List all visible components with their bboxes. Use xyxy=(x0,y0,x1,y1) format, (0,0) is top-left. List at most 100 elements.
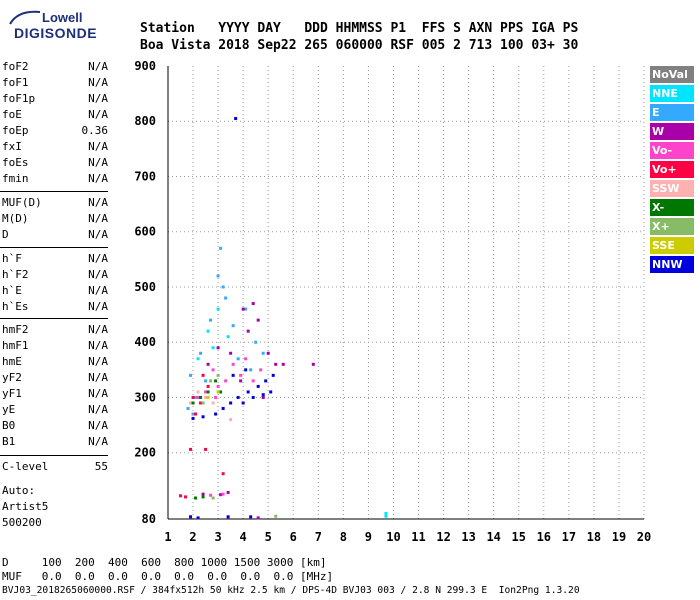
param-row-hmf1: hmF1 N/A xyxy=(2,339,108,353)
data-point-w xyxy=(261,395,265,399)
data-point-vo xyxy=(204,390,208,394)
data-point-w xyxy=(216,346,220,350)
x-tick-label: 19 xyxy=(612,530,626,544)
legend-item-x: X+ xyxy=(650,218,694,235)
data-point-x xyxy=(219,390,223,394)
data-point-w xyxy=(256,318,260,322)
data-point-w xyxy=(241,307,245,311)
data-point-w xyxy=(274,362,278,366)
data-point-nnw xyxy=(189,515,193,519)
param-value: N/A xyxy=(88,300,108,313)
param-row-md: M(D) N/A xyxy=(2,212,108,226)
data-point-vo xyxy=(201,373,205,377)
data-point-sse xyxy=(206,395,210,399)
data-point-w xyxy=(219,493,223,497)
x-tick-label: 13 xyxy=(461,530,475,544)
param-value: N/A xyxy=(88,323,108,336)
x-tick-label: 17 xyxy=(562,530,576,544)
data-point-vo xyxy=(196,395,200,399)
param-value: 0.36 xyxy=(81,124,109,137)
data-point-e xyxy=(216,274,220,278)
x-tick-label: 12 xyxy=(436,530,450,544)
param-row-he: h`E N/A xyxy=(2,284,108,298)
param-name: B1 xyxy=(2,435,16,448)
data-point-e xyxy=(189,373,193,377)
logo-line2: DIGISONDE xyxy=(14,25,98,41)
auto-code: 500200 xyxy=(2,516,42,529)
legend-item-w: W xyxy=(650,123,694,140)
param-value: N/A xyxy=(88,252,108,265)
param-separator xyxy=(0,318,108,319)
param-row-yf2: yF2 N/A xyxy=(2,371,108,385)
data-point-e xyxy=(219,246,223,250)
param-row-hes: h`Es N/A xyxy=(2,300,108,314)
param-row-b0: B0 N/A xyxy=(2,419,108,433)
param-name: yE xyxy=(2,403,16,416)
data-point-nnw xyxy=(226,515,230,519)
param-value: N/A xyxy=(88,403,108,416)
data-point-sse xyxy=(216,390,220,394)
data-point-w xyxy=(281,362,285,366)
data-point-vo xyxy=(184,495,188,499)
param-value: N/A xyxy=(88,268,108,281)
param-name: h`F2 xyxy=(2,268,29,281)
data-point-vo xyxy=(239,373,243,377)
data-point-vo xyxy=(224,379,228,383)
x-tick-label: 3 xyxy=(214,530,221,544)
data-point-nnw xyxy=(214,412,218,416)
data-point-nne xyxy=(216,307,220,311)
x-tick-label: 18 xyxy=(587,530,601,544)
data-point-nne xyxy=(226,335,230,339)
legend-item-nne: NNE xyxy=(650,85,694,102)
param-name: C-level xyxy=(2,460,49,473)
param-value: N/A xyxy=(88,156,108,169)
param-name: B0 xyxy=(2,419,16,432)
data-point-nnw xyxy=(196,516,200,520)
data-point-x xyxy=(201,401,205,405)
y-tick-label: 400 xyxy=(134,335,156,349)
x-tick-label: 20 xyxy=(637,530,651,544)
param-name: foF1p xyxy=(2,92,36,105)
data-point-nnw xyxy=(229,401,233,405)
param-name: hmE xyxy=(2,355,22,368)
lowell-digisonde-logo: Lowell DIGISONDE xyxy=(4,6,104,46)
x-tick-label: 16 xyxy=(537,530,551,544)
param-row-mufd: MUF(D) N/A xyxy=(2,196,108,210)
logo-line1: Lowell xyxy=(42,10,83,25)
param-row-ye: yE N/A xyxy=(2,403,108,417)
param-row-d: D N/A xyxy=(2,228,108,242)
param-value: N/A xyxy=(88,371,108,384)
param-row-hf: h`F N/A xyxy=(2,252,108,266)
param-row-foep: foEp 0.36 xyxy=(2,124,108,138)
y-tick-label: 200 xyxy=(134,446,156,460)
param-row-fmin: fmin N/A xyxy=(2,172,108,186)
data-point-vo xyxy=(191,395,195,399)
param-row-hmf2: hmF2 N/A xyxy=(2,323,108,337)
data-point-vo xyxy=(179,494,183,498)
header-labels: Station YYYY DAY DDD HHMMSS P1 FFS S AXN… xyxy=(140,21,579,36)
data-point-w xyxy=(246,329,250,333)
param-value: N/A xyxy=(88,60,108,73)
data-point-w xyxy=(226,490,230,494)
data-point-e xyxy=(231,324,235,328)
x-tick-label: 6 xyxy=(290,530,297,544)
param-name: foE xyxy=(2,108,22,121)
data-point-x xyxy=(201,495,205,499)
data-point-e xyxy=(209,318,213,322)
data-point-e xyxy=(221,285,225,289)
data-point-e xyxy=(249,368,253,372)
data-point-nnw xyxy=(249,515,253,519)
data-point-x xyxy=(199,395,203,399)
data-point-e xyxy=(186,407,190,411)
legend-item-vo: Vo- xyxy=(650,142,694,159)
data-point-ssw xyxy=(196,390,200,394)
data-point-nnw xyxy=(244,368,248,372)
data-point-nnw xyxy=(251,395,255,399)
param-name: foEs xyxy=(2,156,29,169)
param-value: N/A xyxy=(88,284,108,297)
y-tick-label: 800 xyxy=(134,114,156,128)
data-point-nnw xyxy=(241,401,245,405)
d-distance-row: D 100 200 400 600 800 1000 1500 3000 [km… xyxy=(2,556,327,569)
param-name: M(D) xyxy=(2,212,29,225)
